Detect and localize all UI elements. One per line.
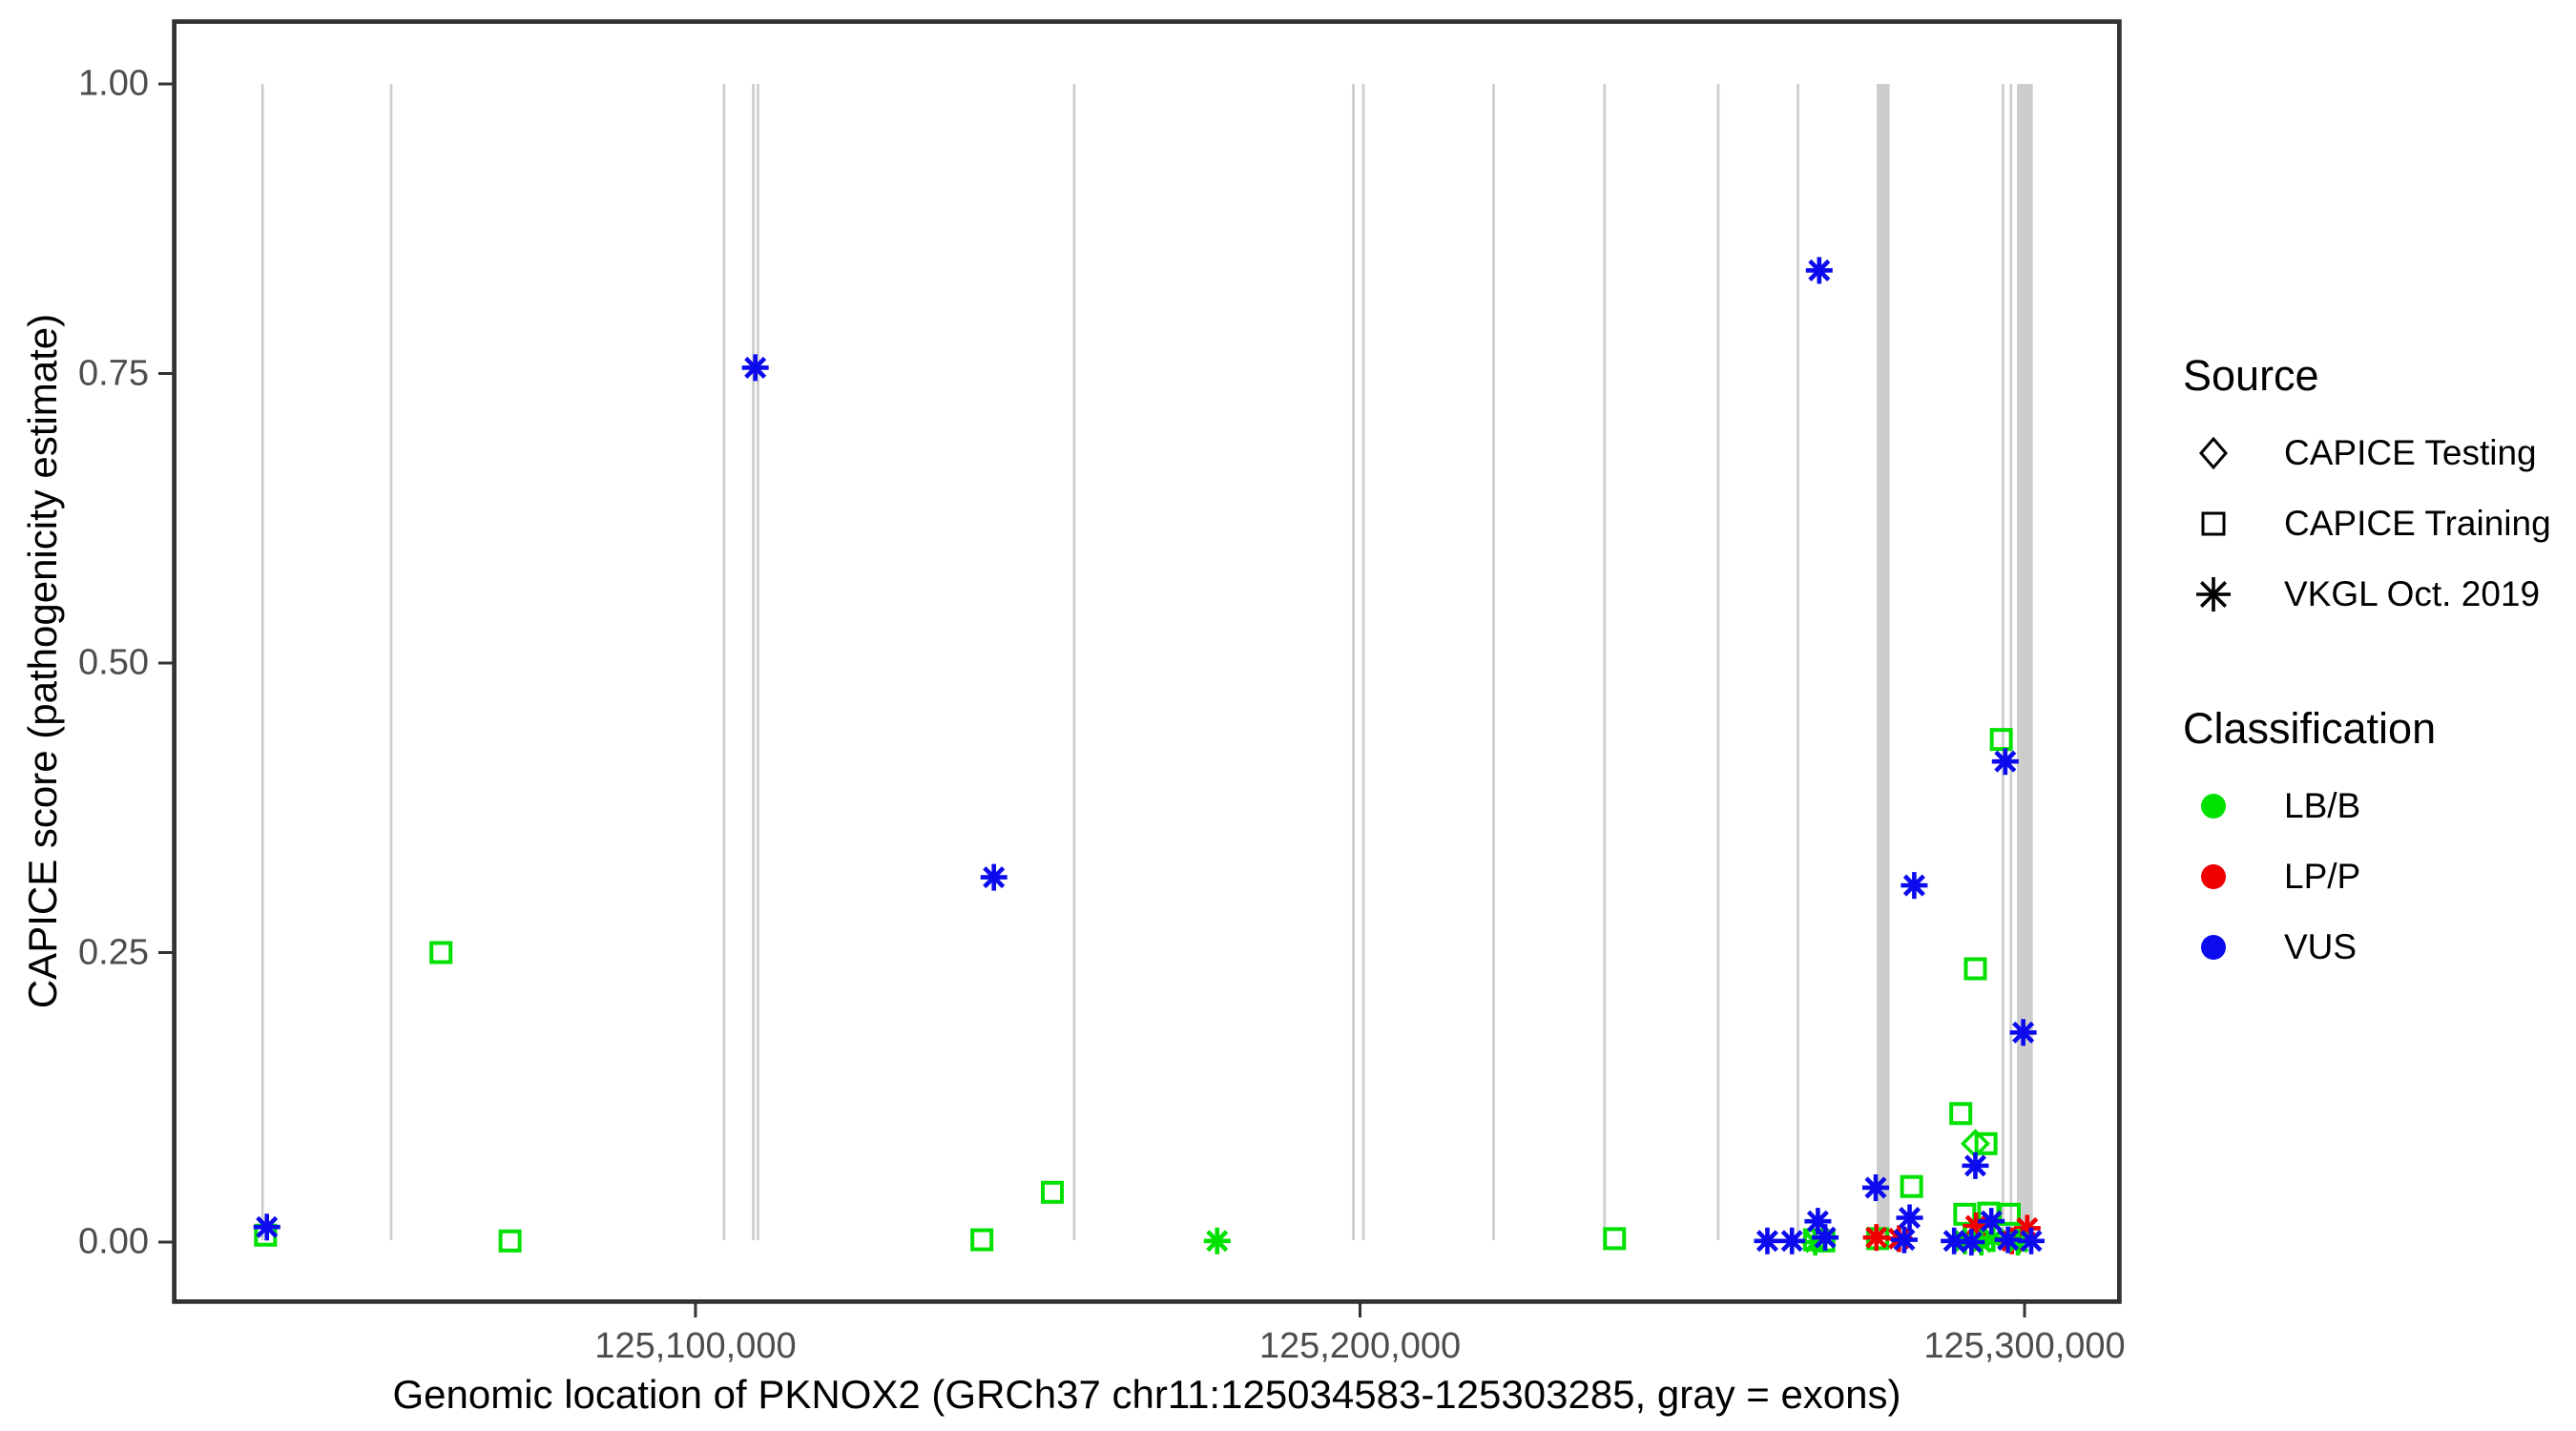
data-point-asterisk xyxy=(1958,1229,1985,1255)
data-point-asterisk xyxy=(1778,1227,1806,1255)
exon-band xyxy=(1797,84,1799,1240)
x-axis-title: Genomic location of PKNOX2 (GRCh37 chr11… xyxy=(392,1372,1901,1417)
legend-item-label: VUS xyxy=(2284,927,2358,966)
data-point-square xyxy=(1989,728,2013,752)
data-point-asterisk xyxy=(1962,1151,1989,1179)
exon-band xyxy=(722,84,726,1240)
legend-item-vus: VUS xyxy=(2183,912,2436,983)
legend-source: Source CAPICE Testing CAPICE Training xyxy=(2183,351,2551,630)
data-point-asterisk xyxy=(1754,1227,1781,1255)
y-tick-label: 0.00 xyxy=(78,1221,149,1262)
legend-item-label: VKGL Oct. 2019 xyxy=(2284,574,2541,613)
exon-band xyxy=(752,84,755,1240)
plot-panel xyxy=(174,21,2120,1302)
exon-band xyxy=(1072,84,1076,1240)
data-point-asterisk xyxy=(980,863,1008,891)
exon-band xyxy=(1603,84,1607,1240)
data-point-square xyxy=(498,1229,522,1253)
legend-item-label: LB/B xyxy=(2284,786,2361,825)
data-point-asterisk xyxy=(1901,872,1928,900)
y-tick-label: 0.50 xyxy=(78,642,149,683)
exon-band xyxy=(757,84,759,1240)
panel-border-line xyxy=(172,19,2122,1304)
data-point-asterisk xyxy=(1994,1226,2022,1254)
y-tick-label: 0.75 xyxy=(78,353,149,393)
y-tick-label: 1.00 xyxy=(78,63,149,104)
exon-band xyxy=(389,84,393,1240)
exon-band xyxy=(1716,84,1720,1240)
data-point-asterisk xyxy=(1991,748,2019,776)
data-point-square xyxy=(1963,957,1987,981)
data-point-asterisk xyxy=(2013,1214,2041,1242)
exon-band xyxy=(1877,84,1890,1240)
legend-item-lbb: LB/B xyxy=(2183,771,2436,841)
data-point-asterisk xyxy=(1978,1208,2005,1235)
data-point-square xyxy=(1949,1102,1973,1126)
data-point-asterisk xyxy=(1941,1227,1968,1255)
legend-item-vkgl: VKGL Oct. 2019 xyxy=(2183,559,2551,630)
exon-band xyxy=(2009,84,2013,1240)
x-tick-label: 125,200,000 xyxy=(1258,1326,1462,1366)
x-tick-label: 125,100,000 xyxy=(594,1326,797,1366)
data-point-square xyxy=(1900,1174,1923,1198)
y-tick-label: 0.25 xyxy=(78,932,149,972)
data-point-square xyxy=(970,1228,994,1252)
data-point-asterisk xyxy=(253,1213,280,1241)
legend-item-lpp: LP/P xyxy=(2183,841,2436,912)
red-dot-icon xyxy=(2183,846,2244,907)
data-point-square xyxy=(1041,1180,1065,1204)
exon-band xyxy=(1352,84,1355,1240)
exon-band xyxy=(1361,84,1365,1240)
blue-dot-icon xyxy=(2183,917,2244,978)
data-point-square xyxy=(1603,1227,1627,1251)
data-point-asterisk xyxy=(1804,1208,1832,1235)
exon-band xyxy=(2017,84,2033,1240)
legend-item-label: LP/P xyxy=(2284,857,2361,896)
exon-band xyxy=(260,84,264,1240)
legend-item-capice-training: CAPICE Training xyxy=(2183,488,2551,559)
diamond-icon xyxy=(2183,423,2244,484)
legend-item-capice-testing: CAPICE Testing xyxy=(2183,418,2551,488)
data-point-asterisk xyxy=(1203,1227,1231,1255)
exon-band xyxy=(1492,84,1495,1240)
data-point-asterisk xyxy=(1861,1173,1889,1201)
data-point-asterisk xyxy=(1805,257,1833,284)
square-icon xyxy=(2183,493,2244,554)
data-point-asterisk xyxy=(1812,1224,1839,1252)
legend-classification-title: Classification xyxy=(2183,704,2437,753)
data-point-asterisk xyxy=(1963,1213,1990,1239)
data-point-square xyxy=(1974,1131,1998,1155)
data-point-asterisk xyxy=(1896,1204,1923,1232)
legend-classification: Classification LB/B LP/P VUS xyxy=(2183,704,2436,983)
legend-source-title: Source xyxy=(2183,351,2319,400)
data-point-asterisk xyxy=(741,354,769,382)
legend-item-label: CAPICE Testing xyxy=(2284,433,2537,472)
asterisk-icon xyxy=(2183,564,2244,625)
exon-band xyxy=(2001,84,2005,1240)
data-point-square xyxy=(429,941,453,964)
data-point-asterisk xyxy=(1890,1226,1918,1254)
green-dot-icon xyxy=(2183,776,2244,837)
data-point-asterisk xyxy=(2017,1227,2045,1255)
data-point-asterisk xyxy=(1862,1224,1890,1252)
legend-item-label: CAPICE Training xyxy=(2284,504,2551,543)
x-tick-label: 125,300,000 xyxy=(1923,1326,2126,1366)
data-point-asterisk xyxy=(2009,1019,2037,1047)
data-point-asterisk xyxy=(1801,1229,1829,1255)
data-point-asterisk xyxy=(1980,1225,2007,1253)
